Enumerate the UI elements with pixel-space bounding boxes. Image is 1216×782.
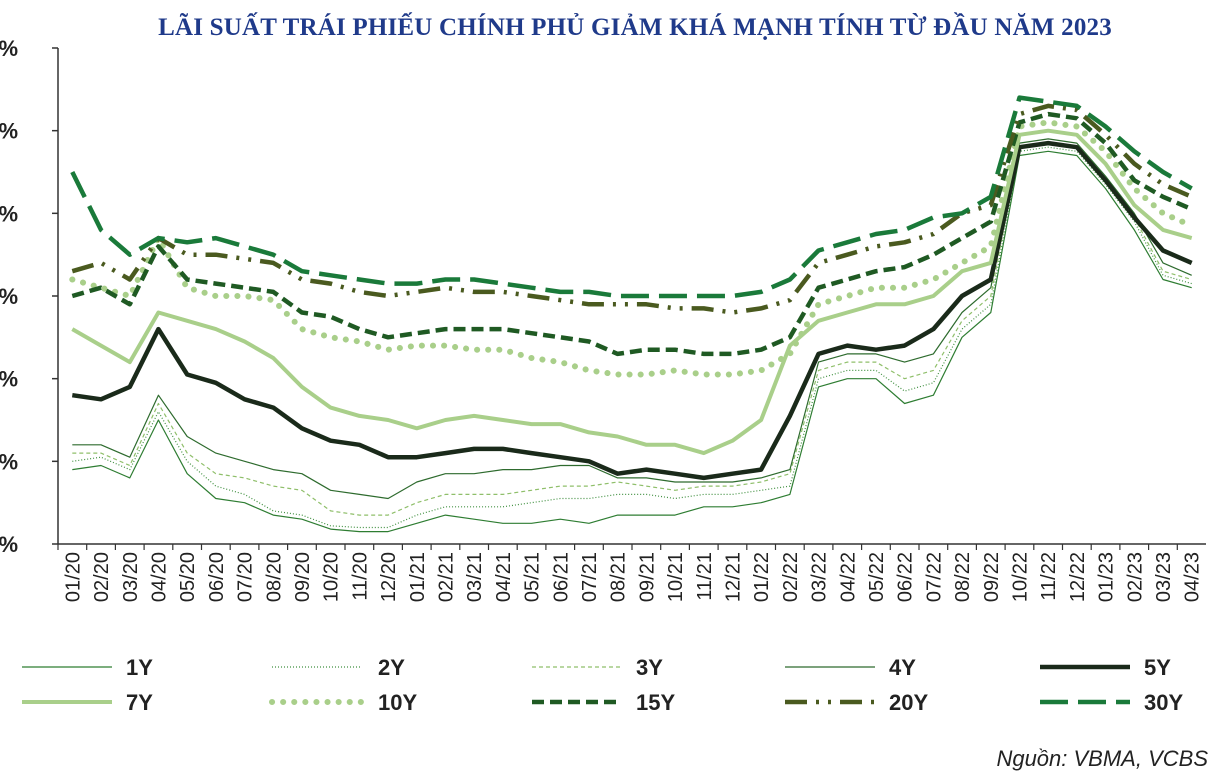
legend-label-1y: 1Y — [126, 655, 153, 680]
x-tick-label: 05/21 — [522, 552, 544, 602]
y-tick-label: 0% — [0, 532, 18, 557]
y-tick-label: 3% — [0, 284, 18, 309]
series-line-10y — [69, 119, 1195, 378]
x-tick-label: 08/21 — [608, 552, 630, 602]
x-tick-label: 02/22 — [780, 552, 802, 602]
y-tick-label: 1% — [0, 449, 18, 474]
x-tick-label: 12/20 — [378, 552, 400, 602]
legend-label-7y: 7Y — [126, 690, 153, 715]
x-tick-label: 04/23 — [1182, 552, 1204, 602]
y-tick-label: 6% — [0, 36, 18, 61]
x-tick-label: 06/21 — [550, 552, 572, 602]
x-tick-label: 10/20 — [321, 552, 343, 602]
x-tick-label: 01/21 — [407, 552, 429, 602]
x-tick-label: 04/20 — [148, 552, 170, 602]
x-tick-label: 11/20 — [349, 552, 371, 601]
legend-label-2y: 2Y — [378, 655, 405, 680]
legend-label-5y: 5Y — [1144, 655, 1171, 680]
source-note: Nguồn: VBMA, VCBS — [996, 746, 1208, 771]
x-tick-label: 07/20 — [235, 552, 257, 602]
x-tick-label: 04/22 — [837, 552, 859, 602]
x-tick-label: 05/22 — [866, 552, 888, 602]
x-tick-label: 03/22 — [809, 552, 831, 602]
legend-label-30y: 30Y — [1144, 690, 1183, 715]
x-tick-label: 03/23 — [1153, 552, 1175, 602]
x-tick-label: 02/21 — [435, 552, 457, 602]
legend-layer: 1Y 2Y 3Y 4Y 5Y 7Y 10Y 15Y 20Y 30Y — [22, 655, 1183, 715]
x-tick-label: 04/21 — [493, 552, 515, 602]
x-tick-label: 03/21 — [464, 552, 486, 602]
x-tick-label: 11/21 — [694, 552, 716, 601]
x-tick-label: 09/22 — [981, 552, 1003, 602]
x-tick-label: 12/22 — [1067, 552, 1089, 602]
x-tick-label: 02/20 — [91, 552, 113, 602]
y-tick-label: 2% — [0, 367, 18, 392]
legend-label-20y: 20Y — [889, 690, 928, 715]
x-tick-label: 10/22 — [1009, 552, 1031, 602]
x-tick-label: 07/22 — [923, 552, 945, 602]
series-line-7y — [71, 128, 1193, 456]
series-line-1y — [72, 150, 1192, 533]
y-tick-label: 4% — [0, 201, 18, 226]
series-line-4y — [72, 138, 1192, 500]
x-tick-label: 08/20 — [263, 552, 285, 602]
series-layer — [69, 95, 1195, 533]
series-line-3y — [72, 142, 1192, 516]
chart-title: LÃI SUẤT TRÁI PHIẾU CHÍNH PHỦ GIẢM KHÁ M… — [158, 14, 1112, 41]
x-tick-label: 06/20 — [206, 552, 228, 602]
legend-label-3y: 3Y — [636, 655, 663, 680]
series-line-2y — [72, 146, 1192, 529]
x-tick-label: 11/22 — [1038, 552, 1060, 601]
x-tick-label: 08/22 — [952, 552, 974, 602]
legend-label-4y: 4Y — [889, 655, 916, 680]
series-line-15y — [71, 111, 1193, 357]
x-tick-label: 10/21 — [665, 552, 687, 602]
x-tick-label: 01/23 — [1096, 552, 1118, 602]
series-line-5y — [71, 140, 1193, 481]
x-tick-label: 06/22 — [895, 552, 917, 602]
y-tick-label: 5% — [0, 119, 18, 144]
x-tick-label: 01/22 — [751, 552, 773, 602]
x-tick-label: 02/23 — [1124, 552, 1146, 602]
x-tick-label: 05/20 — [177, 552, 199, 602]
legend-label-10y: 10Y — [378, 690, 417, 715]
x-tick-label: 03/20 — [120, 552, 142, 602]
x-tick-label: 12/21 — [722, 552, 744, 602]
series-line-20y — [71, 103, 1193, 315]
x-tick-label: 09/20 — [292, 552, 314, 602]
legend-label-15y: 15Y — [636, 690, 675, 715]
x-tick-label: 01/20 — [62, 552, 84, 602]
x-tick-label: 07/21 — [579, 552, 601, 602]
axes-layer: 0% 1% 2% 3% 4% 5% 6% 01/20 02/20 03/20 04/20 05/20 0… — [0, 36, 1206, 602]
x-tick-label: 09/21 — [636, 552, 658, 602]
series-line-30y — [70, 95, 1193, 299]
